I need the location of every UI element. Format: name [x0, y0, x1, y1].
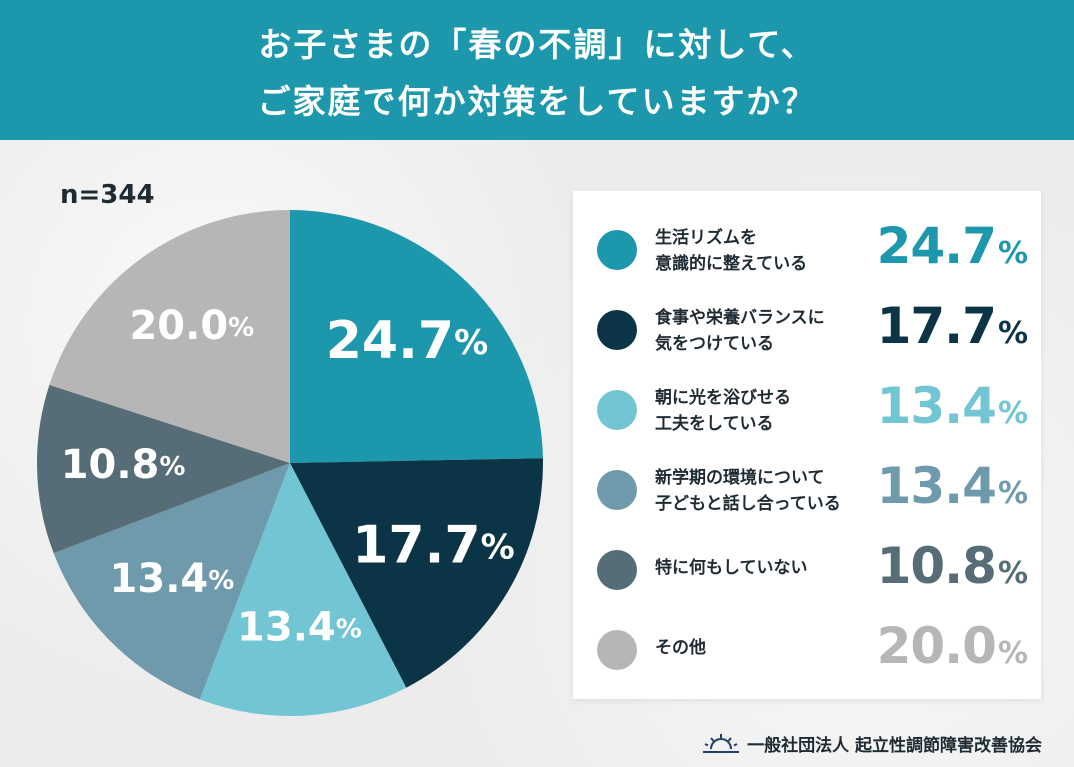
legend-label: 食事や栄養バランスに 気をつけている: [655, 305, 875, 357]
legend-label: その他: [655, 635, 875, 661]
legend-value: 20.0%: [877, 617, 1027, 675]
legend: 生活リズムを 意識的に整えている 24.7% 食事や栄養バランスに 気をつけてい…: [573, 191, 1041, 699]
legend-value: 17.7%: [877, 297, 1027, 355]
legend-dot-icon: [597, 390, 637, 430]
legend-value: 13.4%: [877, 377, 1027, 435]
title-line-2: ご家庭で何か対策をしていますか？: [0, 75, 1074, 123]
legend-item: 特に何もしていない 10.8%: [573, 535, 1041, 605]
sunrise-icon: [703, 733, 739, 755]
legend-item: 生活リズムを 意識的に整えている 24.7%: [573, 215, 1041, 285]
title-line-1: お子さまの「春の不調」に対して、: [0, 18, 1074, 66]
footer: 一般社団法人 起立性調節障害改善協会: [703, 731, 1042, 756]
legend-dot-icon: [597, 630, 637, 670]
pie-chart: 24.7%17.7%13.4%13.4%10.8%20.0%: [0, 140, 580, 740]
legend-label: 特に何もしていない: [655, 555, 875, 581]
title-banner: お子さまの「春の不調」に対して、 ご家庭で何か対策をしていますか？: [0, 0, 1074, 140]
legend-dot-icon: [597, 310, 637, 350]
legend-item: その他 20.0%: [573, 615, 1041, 685]
legend-dot-icon: [597, 230, 637, 270]
legend-label: 朝に光を浴びせる 工夫をしている: [655, 385, 875, 437]
legend-value: 24.7%: [877, 217, 1027, 275]
legend-dot-icon: [597, 550, 637, 590]
organization-name: 一般社団法人 起立性調節障害改善協会: [747, 731, 1042, 756]
legend-item: 新学期の環境について 子どもと話し合っている 13.4%: [573, 455, 1041, 525]
legend-value: 13.4%: [877, 457, 1027, 515]
legend-label: 新学期の環境について 子どもと話し合っている: [655, 465, 875, 517]
legend-value: 10.8%: [877, 537, 1027, 595]
legend-dot-icon: [597, 470, 637, 510]
legend-label: 生活リズムを 意識的に整えている: [655, 225, 875, 277]
legend-item: 朝に光を浴びせる 工夫をしている 13.4%: [573, 375, 1041, 445]
legend-item: 食事や栄養バランスに 気をつけている 17.7%: [573, 295, 1041, 365]
